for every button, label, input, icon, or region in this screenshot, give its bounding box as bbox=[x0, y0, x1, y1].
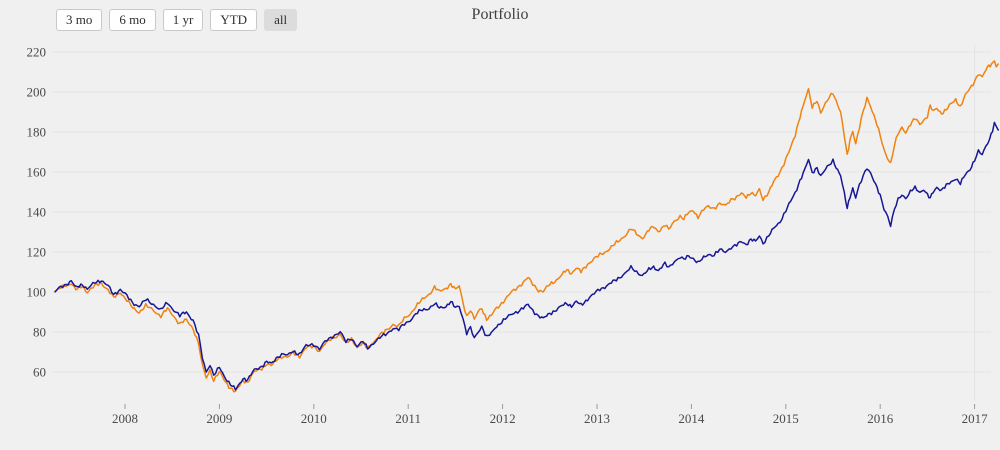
y-tick-label: 60 bbox=[33, 365, 46, 380]
range-button-all[interactable]: all bbox=[264, 9, 298, 31]
x-axis: 2008 2009 2010 2011 2012 2013 2014 2015 2016 2017 bbox=[112, 404, 988, 426]
range-button-3mo[interactable]: 3 mo bbox=[56, 9, 103, 31]
range-button-6mo[interactable]: 6 mo bbox=[109, 9, 156, 31]
series-orange-line bbox=[54, 60, 999, 393]
y-tick-label: 80 bbox=[33, 325, 46, 340]
x-tick-label: 2011 bbox=[395, 411, 421, 426]
series-navy-line bbox=[54, 121, 999, 391]
range-button-ytd[interactable]: YTD bbox=[210, 9, 258, 31]
y-tick-label: 140 bbox=[27, 205, 47, 220]
y-tick-label: 200 bbox=[27, 85, 47, 100]
y-tick-label: 120 bbox=[27, 245, 47, 260]
y-tick-label: 220 bbox=[27, 45, 47, 60]
x-tick-label: 2017 bbox=[962, 411, 989, 426]
x-tick-label: 2010 bbox=[301, 411, 327, 426]
x-tick-label: 2015 bbox=[773, 411, 799, 426]
x-tick-label: 2012 bbox=[490, 411, 516, 426]
y-tick-label: 180 bbox=[27, 125, 47, 140]
x-tick-label: 2013 bbox=[584, 411, 610, 426]
y-axis: 60 80 100 120 140 160 180 200 220 bbox=[27, 45, 47, 380]
y-tick-label: 160 bbox=[27, 165, 47, 180]
y-tick-label: 100 bbox=[27, 285, 47, 300]
range-button-1yr[interactable]: 1 yr bbox=[162, 9, 204, 31]
range-toolbar: 3 mo 6 mo 1 yr YTD all bbox=[56, 9, 298, 31]
gridlines bbox=[52, 45, 991, 401]
x-tick-label: 2016 bbox=[867, 411, 894, 426]
x-tick-label: 2014 bbox=[678, 411, 705, 426]
x-tick-label: 2009 bbox=[206, 411, 232, 426]
x-tick-label: 2008 bbox=[112, 411, 138, 426]
